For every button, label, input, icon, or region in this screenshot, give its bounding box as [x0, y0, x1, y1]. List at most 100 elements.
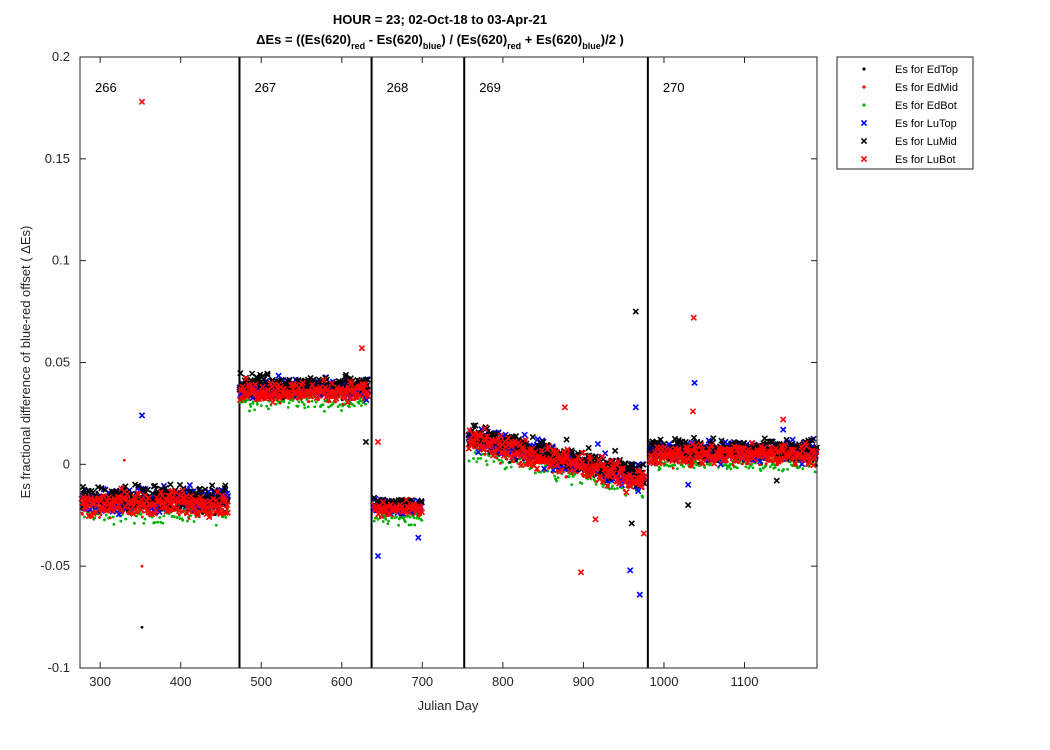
point-es-for-edmid — [671, 466, 675, 470]
point-es-for-edbot — [484, 459, 488, 463]
point-es-for-edmid — [483, 452, 487, 456]
point-es-for-lumid — [632, 308, 639, 315]
point-es-for-lubot — [348, 380, 355, 388]
point-es-for-lutop — [115, 511, 123, 518]
point-es-for-edbot — [192, 520, 196, 523]
title-part: + Es(620) — [521, 32, 582, 47]
point-es-for-edbot — [158, 516, 162, 519]
point-es-for-lumid — [636, 462, 643, 470]
point-es-for-edmid — [740, 462, 744, 466]
point-es-for-edmid — [126, 512, 130, 516]
point-es-for-lubot — [205, 513, 213, 521]
point-es-for-lubot — [204, 503, 211, 510]
point-es-for-lubot — [342, 394, 349, 401]
point-es-for-lubot — [607, 458, 614, 465]
point-es-for-lumid — [783, 436, 790, 444]
point-es-for-edbot — [323, 409, 326, 413]
point-es-for-lubot — [239, 395, 247, 402]
point-es-for-edbot — [338, 403, 342, 407]
point-es-for-lubot — [717, 447, 724, 454]
point-es-for-edbot — [282, 400, 286, 404]
point-es-for-edtop — [508, 460, 512, 464]
point-es-for-edbot — [251, 400, 255, 404]
point-es-for-edbot — [485, 463, 489, 467]
point-es-for-edbot — [297, 400, 301, 404]
point-es-for-lubot — [708, 442, 715, 449]
point-es-for-edbot — [305, 397, 309, 401]
point-es-for-edbot — [773, 463, 777, 467]
point-es-for-lubot — [781, 442, 789, 449]
point-es-for-edbot — [472, 457, 475, 460]
point-es-for-lumid — [622, 460, 629, 468]
point-es-for-lubot — [252, 381, 259, 388]
point-es-for-lubot — [104, 507, 111, 514]
point-es-for-lumid — [629, 461, 636, 468]
point-es-for-lubot — [711, 460, 718, 467]
point-es-for-lubot — [586, 456, 594, 463]
point-es-for-edbot — [253, 408, 256, 412]
point-es-for-edbot — [133, 521, 136, 525]
point-es-for-lubot — [194, 512, 201, 519]
point-es-for-lubot — [545, 443, 552, 450]
point-es-for-lumid — [710, 435, 717, 442]
point-es-for-edbot — [676, 467, 679, 471]
point-es-for-edbot — [156, 520, 160, 524]
point-es-for-lubot — [636, 481, 644, 488]
point-es-for-lubot — [675, 445, 682, 453]
point-es-for-lubot — [207, 510, 214, 517]
point-es-for-edmid — [108, 516, 112, 520]
point-es-for-edbot — [671, 463, 675, 467]
point-es-for-edbot — [539, 470, 542, 474]
title-line-2: ΔEs = ((Es(620)red - Es(620)blue) / (Es(… — [256, 32, 624, 51]
deployment-label: 267 — [254, 80, 276, 95]
point-es-for-edbot — [420, 518, 424, 522]
point-es-for-edmid — [512, 460, 516, 464]
title-part: ) / (Es(620) — [441, 32, 507, 47]
point-es-for-edbot — [668, 464, 672, 468]
point-es-for-lumid — [151, 482, 159, 489]
point-es-for-edbot — [568, 472, 572, 476]
point-es-for-edbot — [610, 486, 614, 490]
point-es-for-lubot — [135, 490, 142, 498]
point-es-for-edmid — [278, 401, 282, 405]
point-es-for-lumid — [162, 484, 169, 492]
y-tick-label: 0.1 — [52, 253, 70, 268]
point-es-for-edbot — [310, 399, 314, 403]
point-es-for-edbot — [703, 466, 706, 469]
point-es-for-edbot — [267, 407, 270, 411]
point-es-for-edbot — [364, 402, 368, 406]
point-es-for-lubot — [748, 439, 756, 447]
point-es-for-edbot — [497, 458, 501, 462]
point-es-for-lubot — [553, 461, 561, 469]
x-tick-label: 500 — [250, 674, 272, 689]
point-es-for-edbot — [111, 515, 115, 519]
point-es-for-lubot — [641, 473, 648, 480]
point-es-for-lubot — [267, 380, 274, 387]
point-es-for-edmid — [499, 461, 502, 465]
point-es-for-edbot — [372, 519, 376, 523]
point-es-for-lubot — [132, 506, 139, 513]
point-es-for-edmid — [341, 402, 345, 406]
y-tick-label: -0.05 — [40, 558, 70, 573]
point-es-for-edbot — [571, 475, 575, 478]
point-es-for-lumid — [286, 376, 293, 383]
y-tick-label: 0.15 — [45, 151, 70, 166]
point-es-for-lutop — [475, 448, 482, 456]
point-es-for-edbot — [142, 521, 146, 525]
point-es-for-lumid — [197, 488, 205, 496]
point-es-for-lutop — [632, 404, 639, 411]
point-es-for-lubot — [713, 449, 720, 456]
point-es-for-edbot — [175, 516, 179, 519]
y-tick-label: 0.2 — [52, 49, 70, 64]
point-es-for-edbot — [413, 523, 417, 527]
point-es-for-edbot — [375, 516, 378, 519]
point-es-for-edbot — [556, 476, 560, 480]
point-es-for-lubot — [803, 443, 810, 450]
point-es-for-edbot — [613, 487, 616, 491]
point-es-for-edbot — [761, 466, 765, 470]
point-es-for-edbot — [397, 523, 401, 527]
point-es-for-lubot — [681, 454, 688, 461]
point-es-for-lutop — [138, 412, 146, 419]
point-es-for-lumid — [135, 482, 142, 489]
point-es-for-lubot — [364, 392, 372, 400]
